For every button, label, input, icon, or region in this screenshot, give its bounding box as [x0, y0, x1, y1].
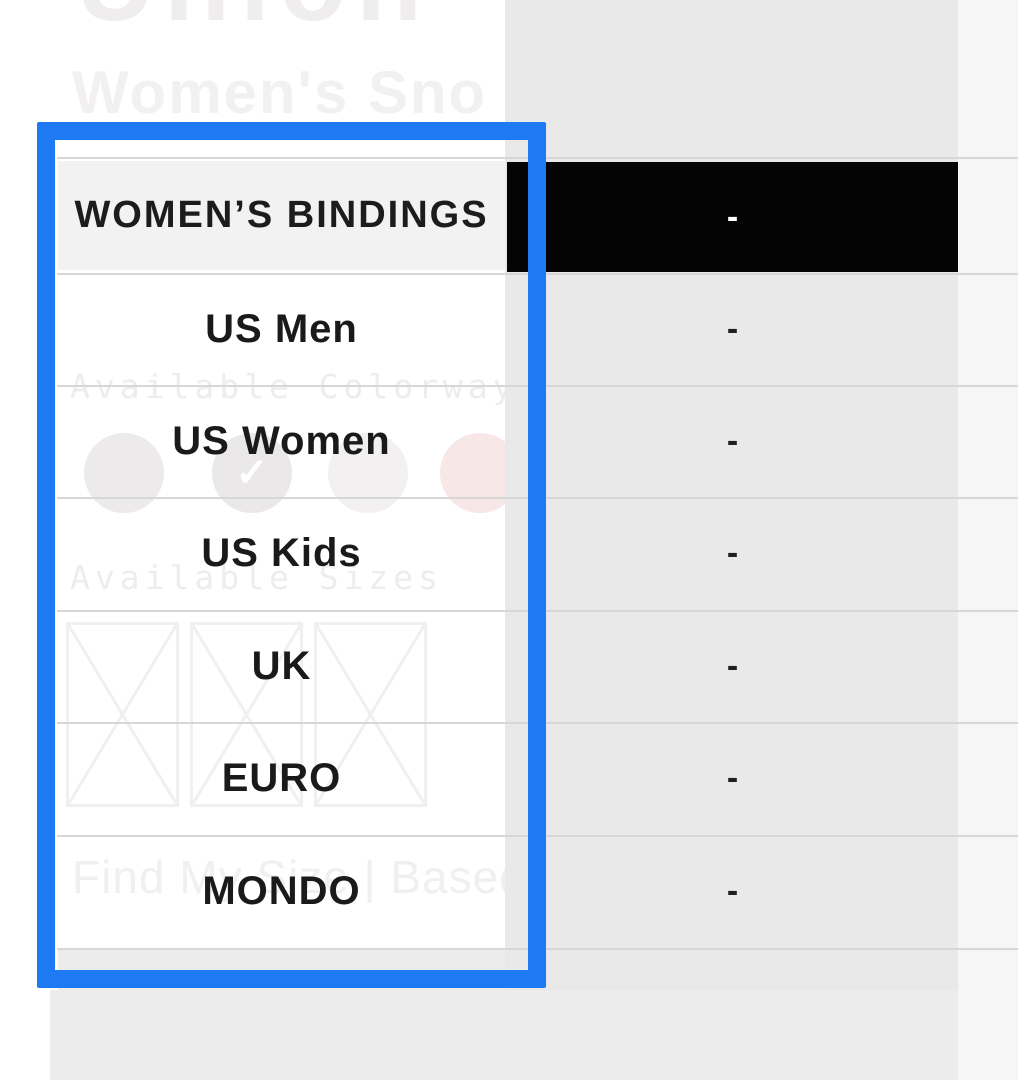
row-label-euro: EURO — [221, 755, 342, 800]
colorway-swatch — [84, 433, 164, 513]
bottom-gray-panel — [50, 990, 958, 1080]
next-column-strip — [958, 0, 1018, 1080]
row-value: - — [726, 421, 739, 460]
row-value: - — [726, 646, 739, 685]
size-box-crossed-icon — [190, 622, 303, 807]
row-label-us-kids: US Kids — [201, 530, 362, 575]
find-my-size-label: Find My Size | Based o — [72, 851, 505, 903]
row-label-mondo: MONDO — [202, 869, 361, 913]
row-label-uk: UK — [251, 643, 312, 688]
table-header-label: WOMEN’S BINDINGS — [58, 161, 505, 270]
colorway-swatch — [328, 433, 408, 513]
colorway-swatch-selected: ✓ — [212, 433, 292, 513]
check-icon: ✓ — [235, 451, 269, 495]
colorway-swatch — [440, 433, 505, 513]
row-value: - — [726, 872, 739, 910]
size-box-crossed-icon — [314, 622, 427, 807]
table-header-value: - — [507, 162, 958, 272]
brand-logo: Union — [76, 0, 432, 45]
row-label-us-women: US Women — [172, 418, 391, 463]
row-label-us-men: US Men — [205, 306, 358, 351]
highlight-rectangle — [37, 122, 546, 988]
row-value: - — [726, 533, 739, 572]
product-title: Women's Sno — [72, 59, 488, 126]
size-box-crossed-icon — [66, 622, 179, 807]
row-value: - — [726, 309, 739, 348]
available-sizes-label: Available Sizes — [70, 558, 444, 597]
row-value: - — [726, 758, 739, 797]
